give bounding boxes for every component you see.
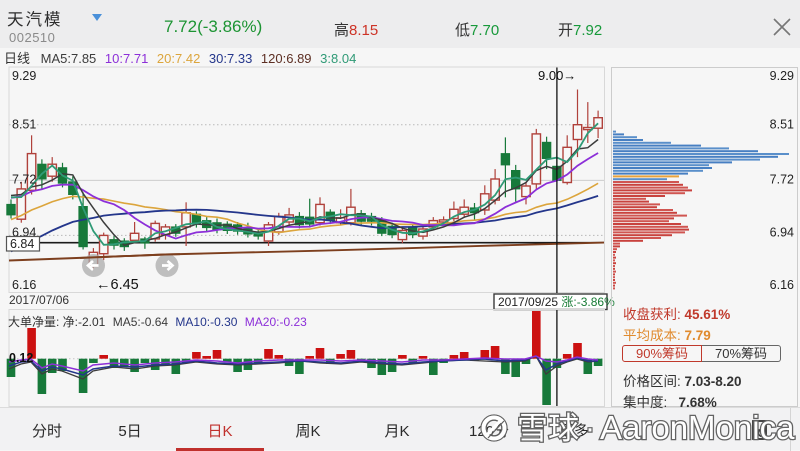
svg-text:2017/09/25 涨:-3.86%: 2017/09/25 涨:-3.86%: [498, 294, 615, 309]
svg-text:2017/07/06: 2017/07/06: [9, 293, 69, 307]
svg-text:6.16: 6.16: [770, 278, 794, 292]
svg-text:6.94: 6.94: [770, 226, 794, 240]
svg-text:0.12: 0.12: [9, 351, 33, 365]
svg-text:8.51: 8.51: [12, 118, 36, 132]
svg-text:7.72: 7.72: [770, 173, 794, 187]
svg-text:7.72: 7.72: [12, 173, 36, 187]
svg-text:9.29: 9.29: [12, 69, 36, 83]
svg-text:6.84: 6.84: [10, 237, 34, 251]
svg-text:8.51: 8.51: [770, 118, 794, 132]
svg-text:9.29: 9.29: [770, 69, 794, 83]
svg-text:←6.45: ←6.45: [96, 277, 139, 293]
svg-text:6.16: 6.16: [12, 278, 36, 292]
